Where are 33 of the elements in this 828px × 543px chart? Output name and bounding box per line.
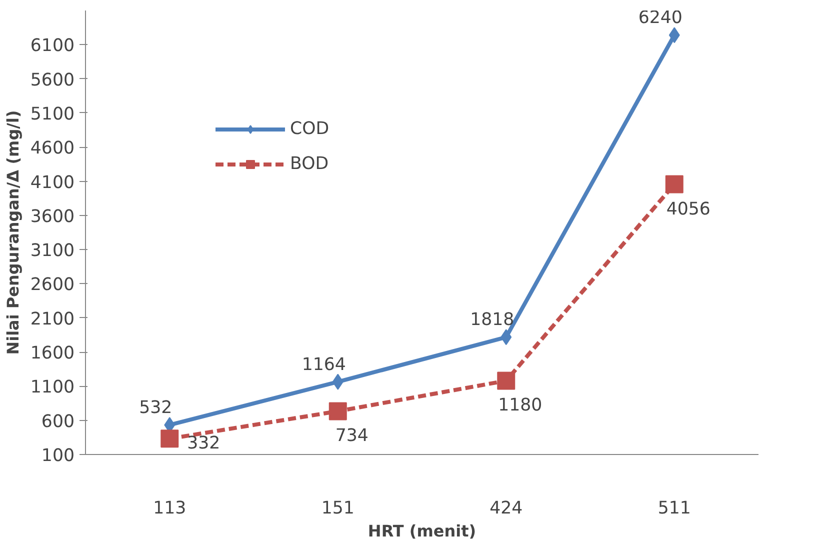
- x-tick-label: 511: [658, 498, 691, 518]
- legend-label: BOD: [290, 154, 329, 174]
- data-label: 4056: [666, 199, 710, 220]
- x-tick-label: 151: [321, 498, 354, 518]
- y-tick-label: 1100: [30, 378, 75, 398]
- y-tick-label: 600: [41, 412, 75, 432]
- data-label: 6240: [638, 8, 682, 28]
- x-tick-label: 113: [153, 498, 186, 518]
- data-label: 1180: [498, 396, 542, 416]
- point: [665, 175, 684, 194]
- data-label: 734: [335, 426, 368, 446]
- y-tick-label: 5600: [30, 70, 75, 90]
- data-label: 532: [139, 398, 172, 418]
- data-label: 332: [187, 434, 220, 454]
- legend-label: COD: [290, 119, 330, 139]
- point: [328, 402, 347, 420]
- y-axis-title: Nilai Pengurangan/Δ (mg/l): [3, 110, 22, 355]
- y-tick-label: 100: [41, 446, 75, 466]
- x-axis-title: HRT (menit): [368, 522, 476, 540]
- y-tick-label: 5100: [30, 104, 75, 124]
- y-tick-label: 2100: [30, 309, 75, 330]
- y-tick-label: 4600: [30, 138, 75, 159]
- data-label: 1164: [302, 354, 346, 375]
- y-tick-label: 6100: [30, 36, 75, 56]
- y-tick-label: 3600: [30, 206, 75, 227]
- y-tick-label: 1600: [30, 344, 75, 364]
- y-tick-label: 4100: [30, 172, 75, 193]
- point: [160, 430, 179, 448]
- data-label: 1818: [470, 310, 514, 330]
- y-tick-label: 3100: [30, 241, 75, 262]
- y-tick-label: 2600: [30, 275, 75, 296]
- x-tick-label: 424: [490, 498, 523, 518]
- point: [497, 372, 516, 390]
